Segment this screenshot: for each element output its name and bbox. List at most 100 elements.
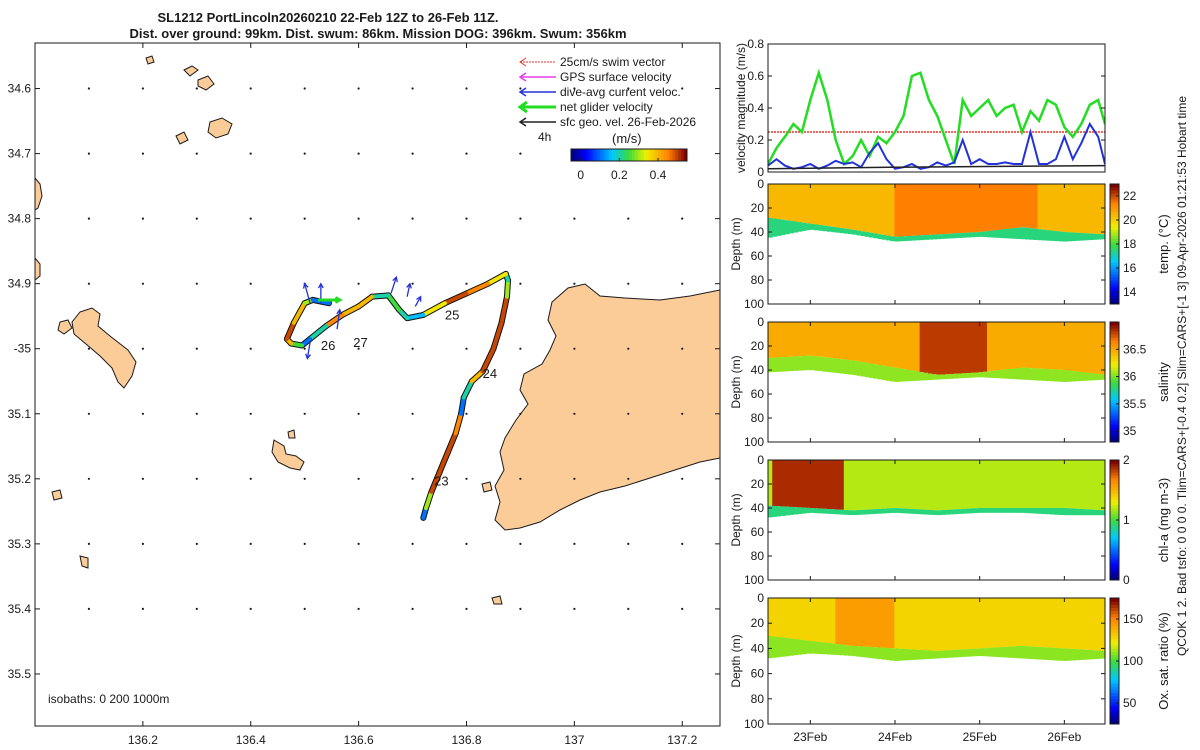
- salinity-section-colorbar-cell: [1110, 322, 1119, 326]
- speed-colorbar-cell: [646, 149, 650, 161]
- speed-colorbar-tick-label: 0.4: [650, 168, 667, 182]
- map-frame: [34, 42, 721, 727]
- track-segment: [284, 320, 296, 341]
- oxygen-section-upper-cell: [1024, 598, 1030, 647]
- temperature-section-lower-cell: [831, 226, 836, 233]
- oxygen-section-upper-cell: [949, 598, 954, 651]
- chlorophyll-section-upper-cell: [1008, 460, 1013, 508]
- oxygen-section-lower-cell: [1092, 650, 1098, 660]
- chlorophyll-section-lower-cell: [864, 509, 870, 515]
- temperature-section-colorbar-cell: [1110, 223, 1119, 227]
- oxygen-section-lower-cell: [965, 649, 971, 657]
- island-west-large: [71, 307, 137, 389]
- isobath-dot: [357, 152, 360, 155]
- salinity-section-colorbar-tick-label: 35: [1123, 424, 1137, 438]
- temperature-section-lower-cell: [873, 233, 879, 239]
- temperature-section-upper-cell: [856, 184, 862, 231]
- speed-colorbar-cell: [594, 149, 598, 161]
- track-segment: [370, 293, 391, 299]
- isobath-dot: [681, 607, 684, 611]
- map-y-tick-label: 35.1: [8, 407, 32, 421]
- oxygen-section-lower-cell: [1088, 650, 1093, 660]
- oxygen-section-upper-cell: [907, 598, 912, 650]
- salinity-section-upper-cell: [1037, 322, 1043, 369]
- temperature-section-lower-cell: [919, 235, 925, 241]
- oxygen-section-upper-cell: [898, 598, 904, 649]
- speed-colorbar-frame: [570, 148, 688, 162]
- salinity-section-colorbar-frame: [1109, 321, 1120, 443]
- oxygen-section-lower-cell: [1012, 646, 1018, 659]
- oxygen-section-upper-cell: [999, 598, 1005, 648]
- temperature-section-colorbar-cell: [1110, 265, 1119, 269]
- chlorophyll-section-lower-cell: [970, 508, 976, 514]
- chlorophyll-section-colorbar-tick-label: 0: [1123, 573, 1130, 587]
- temperature-section-colorbar-cell: [1110, 226, 1119, 230]
- chlorophyll-section-lower-cell: [843, 510, 849, 515]
- temperature-section-upper-cell: [831, 184, 836, 227]
- chlorophyll-section-lower-cell: [1037, 508, 1043, 514]
- oxygen-section-upper-cell: [940, 598, 946, 651]
- temperature-section-colorbar-cell: [1110, 292, 1119, 296]
- salinity-section-lower-cell: [894, 367, 900, 382]
- speed-colorbar-tick-label: 0.2: [611, 168, 628, 182]
- salinity-section-lower-cell: [839, 359, 845, 374]
- island-south-1: [51, 489, 63, 501]
- chlorophyll-section-upper-cell: [835, 460, 841, 510]
- isobath-dot: [303, 217, 306, 220]
- oxygen-section-colorbar-cell: [1110, 692, 1119, 697]
- salinity-section-colorbar-cell: [1110, 370, 1119, 374]
- oxygen-section-lower-cell: [1079, 649, 1085, 660]
- chlorophyll-section-upper-cell: [826, 460, 832, 510]
- chlorophyll-section-upper-cell: [907, 460, 912, 509]
- temperature-section-colorbar-tick-label: 22: [1123, 189, 1137, 203]
- temperature-section-upper-cell: [970, 184, 976, 233]
- chlorophyll-section-lower-cell: [957, 509, 963, 514]
- salinity-section-lower-cell: [1096, 374, 1102, 380]
- temperature-section-upper-cell: [1062, 184, 1068, 233]
- island-south-4: [481, 481, 493, 493]
- oxygen-section-lower-cell: [1041, 647, 1047, 660]
- temperature-section-lower-cell: [978, 231, 984, 237]
- chlorophyll-section-lower-cell: [1003, 508, 1009, 513]
- temperature-section-upper-cell: [915, 184, 921, 236]
- map-x-tick-label: 136.2: [128, 733, 158, 747]
- temperature-section-colorbar-cell: [1110, 271, 1119, 275]
- salinity-section-upper-cell: [991, 322, 997, 371]
- salinity-section-lower-cell: [873, 364, 879, 379]
- salinity-section-lower-cell: [856, 361, 862, 376]
- temperature-section-upper-cell: [835, 184, 841, 228]
- isobath-dot: [519, 477, 522, 480]
- track-segment: [340, 304, 361, 317]
- chlorophyll-section-upper-cell: [864, 460, 870, 510]
- chlorophyll-section-colorbar-cell: [1110, 496, 1119, 500]
- salinity-section-lower-cell: [801, 355, 807, 371]
- chlorophyll-section-upper-cell: [923, 460, 929, 510]
- oxygen-section-colorbar-cell: [1110, 701, 1119, 706]
- isobath-dot: [357, 87, 360, 90]
- temperature-section-lower-cell: [1079, 233, 1085, 241]
- current-vector: [336, 309, 341, 330]
- oxygen-section-upper-cell: [793, 598, 799, 640]
- chlorophyll-section-colorbar-cell: [1110, 541, 1119, 545]
- oxygen-section-lower-cell: [780, 637, 786, 657]
- isobath-dot: [87, 87, 90, 90]
- track-segment: [442, 291, 469, 306]
- temperature-section-lower-cell: [949, 233, 954, 239]
- chlorophyll-section-lower-cell: [848, 510, 853, 516]
- temperature-section-lower-cell: [1054, 231, 1060, 242]
- salinity-section-colorbar-cell: [1110, 406, 1119, 410]
- oxygen-section-colorbar-cell: [1110, 686, 1119, 690]
- oxygen-section-lower-cell: [907, 649, 912, 661]
- temperature-section-colorbar-cell: [1110, 274, 1119, 278]
- speed-colorbar-cell: [614, 149, 618, 161]
- chlorophyll-section-lower-cell: [923, 509, 929, 515]
- temperature-section-lower-cell: [848, 229, 853, 235]
- chlorophyll-section-upper-cell: [1088, 460, 1093, 510]
- isobath-dot: [141, 347, 144, 350]
- oxygen-section-colorbar-cell: [1110, 679, 1119, 684]
- salinity-section-upper-cell: [907, 322, 912, 370]
- oxygen-section-lower-cell: [1062, 648, 1068, 661]
- temperature-section-depth-tick-label: 100: [744, 297, 764, 311]
- chlorophyll-section-upper-cell: [1067, 460, 1072, 509]
- temperature-section-lower-cell: [826, 226, 832, 232]
